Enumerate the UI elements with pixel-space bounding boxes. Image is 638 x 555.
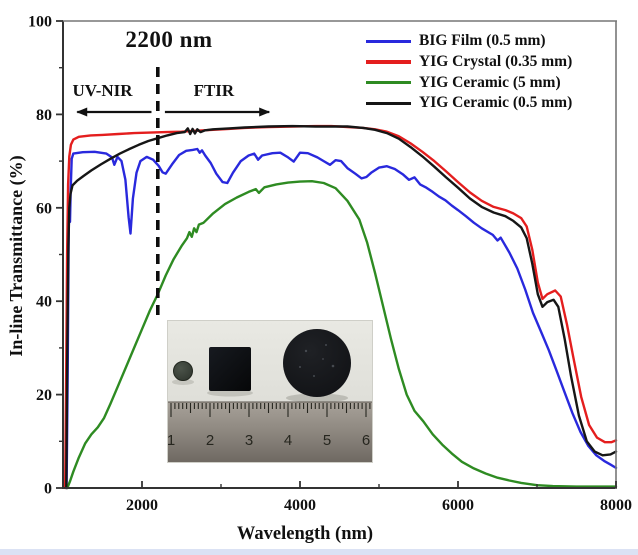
big-disc-sample xyxy=(283,329,351,397)
ruler-number: 3 xyxy=(245,432,253,449)
ruler-number: 6 xyxy=(362,432,370,449)
chart-legend: BIG Film (0.5 mm) YIG Crystal (0.35 mm) YI… xyxy=(366,31,572,114)
series-layer xyxy=(63,124,618,490)
x-tick-label: 2000 xyxy=(126,497,158,514)
ruler-number: 1 xyxy=(168,432,175,449)
y-tick-label: 40 xyxy=(36,294,52,311)
square-shadow xyxy=(207,389,253,397)
small-disc-sample xyxy=(173,361,193,381)
axes-layer: 2000 4000 6000 8000 0 20 40 60 80 100 xyxy=(28,14,632,515)
series-big-film-0-5-mm xyxy=(65,147,618,490)
series-yig-ceramic-5-mm xyxy=(66,179,618,490)
x-tick-label: 6000 xyxy=(442,497,474,514)
legend-label: YIG Crystal (0.35 mm) xyxy=(419,53,573,71)
y-tick-label: 100 xyxy=(28,14,52,31)
x-tick-label: 4000 xyxy=(284,497,316,514)
arrowhead-icon xyxy=(76,107,88,117)
series-yig-ceramic-0-5-mm xyxy=(65,124,618,490)
y-tick-label: 20 xyxy=(36,387,52,404)
y-axis-title: In-line Transmittance (%) xyxy=(6,155,26,357)
uv-nir-region-label: UV-NIR xyxy=(72,81,133,100)
arrowhead-icon xyxy=(259,107,271,117)
legend-swatch-line xyxy=(366,101,411,106)
bottom-stripe xyxy=(0,549,638,555)
legend-swatch-line xyxy=(366,39,411,44)
sample-photo-graphic: 1 2 3 4 5 6 xyxy=(168,329,372,462)
big-disc-shadow xyxy=(286,393,348,403)
y-tick-label: 60 xyxy=(36,200,52,217)
legend-label: BIG Film (0.5 mm) xyxy=(419,32,546,50)
ftir-region-label: FTIR xyxy=(194,81,235,100)
x-tick-label: 8000 xyxy=(600,497,632,514)
big-disc-speckles xyxy=(299,344,335,377)
legend-swatch-line xyxy=(366,60,411,64)
small-disc-shadow xyxy=(172,379,194,385)
legend-label: YIG Ceramic (0.5 mm) xyxy=(419,94,573,112)
legend-item: YIG Crystal (0.35 mm) xyxy=(366,52,572,73)
annotation-layer: UV-NIR FTIR xyxy=(72,67,271,316)
square-sample xyxy=(209,347,251,391)
series-yig-crystal-0-35-mm xyxy=(63,124,618,490)
legend-swatch-line xyxy=(366,80,411,85)
ruler-number: 5 xyxy=(323,432,331,449)
ruler-body xyxy=(168,402,372,462)
sample-photo-inset: 1 2 3 4 5 6 xyxy=(167,320,373,463)
y-tick-label: 0 xyxy=(44,481,52,498)
x-axis-title: Wavelength (nm) xyxy=(236,524,374,544)
inset-background xyxy=(168,329,372,462)
legend-label: YIG Ceramic (5 mm) xyxy=(419,73,561,91)
ruler-numbers: 1 2 3 4 5 6 xyxy=(168,432,370,449)
y-tick-label: 80 xyxy=(36,107,52,124)
legend-item: YIG Ceramic (5 mm) xyxy=(366,72,572,93)
ruler-number: 2 xyxy=(206,432,214,449)
legend-item: YIG Ceramic (0.5 mm) xyxy=(366,93,572,114)
ruler-number: 4 xyxy=(284,432,292,449)
cutoff-wavelength-annotation: 2200 nm xyxy=(125,27,213,52)
legend-item: BIG Film (0.5 mm) xyxy=(366,31,572,52)
ruler-ticks xyxy=(170,403,371,417)
